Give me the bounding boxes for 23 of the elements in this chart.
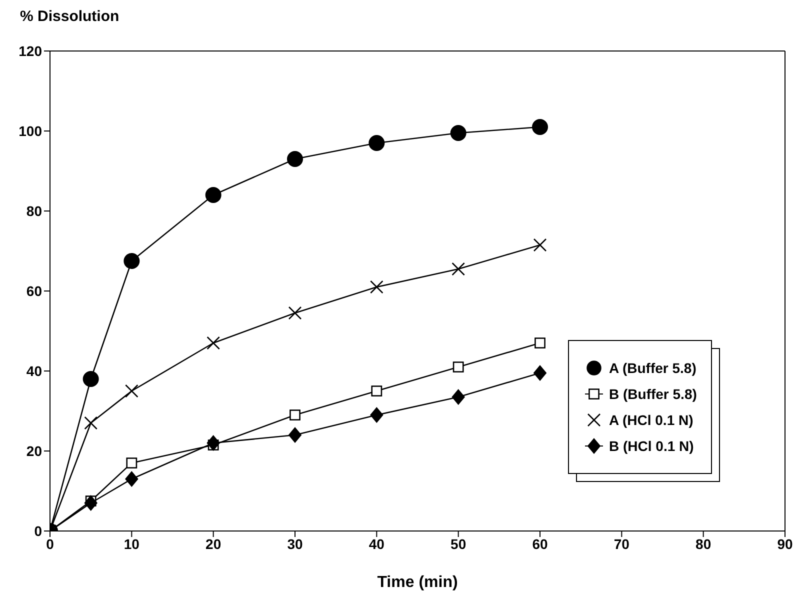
y-tick-label: 100 bbox=[18, 122, 42, 139]
y-tick-label: 60 bbox=[26, 282, 42, 299]
x-tick-label: 0 bbox=[46, 536, 54, 552]
y-tick-label: 80 bbox=[26, 202, 42, 219]
x-tick-label: 20 bbox=[206, 536, 222, 552]
y-axis-title: % Dissolution bbox=[20, 8, 120, 25]
y-tick-label: 0 bbox=[34, 522, 42, 539]
y-tick-label: 120 bbox=[18, 42, 42, 59]
x-tick-label: 80 bbox=[696, 536, 712, 552]
legend-label: A (HCl 0.1 N) bbox=[609, 412, 694, 428]
legend-label: A (Buffer 5.8) bbox=[609, 360, 696, 376]
x-tick-label: 30 bbox=[287, 536, 303, 552]
legend-label: B (HCl 0.1 N) bbox=[609, 438, 694, 454]
x-tick-label: 10 bbox=[124, 536, 140, 552]
y-tick-label: 20 bbox=[26, 442, 42, 459]
y-tick-label: 40 bbox=[26, 362, 42, 379]
legend-label: B (Buffer 5.8) bbox=[609, 386, 697, 402]
x-tick-label: 60 bbox=[532, 536, 548, 552]
x-tick-label: 40 bbox=[368, 536, 385, 552]
x-tick-label: 70 bbox=[614, 536, 630, 552]
x-axis-title: Time (min) bbox=[377, 574, 458, 591]
x-tick-label: 50 bbox=[450, 536, 466, 552]
x-tick-label: 90 bbox=[777, 536, 793, 552]
